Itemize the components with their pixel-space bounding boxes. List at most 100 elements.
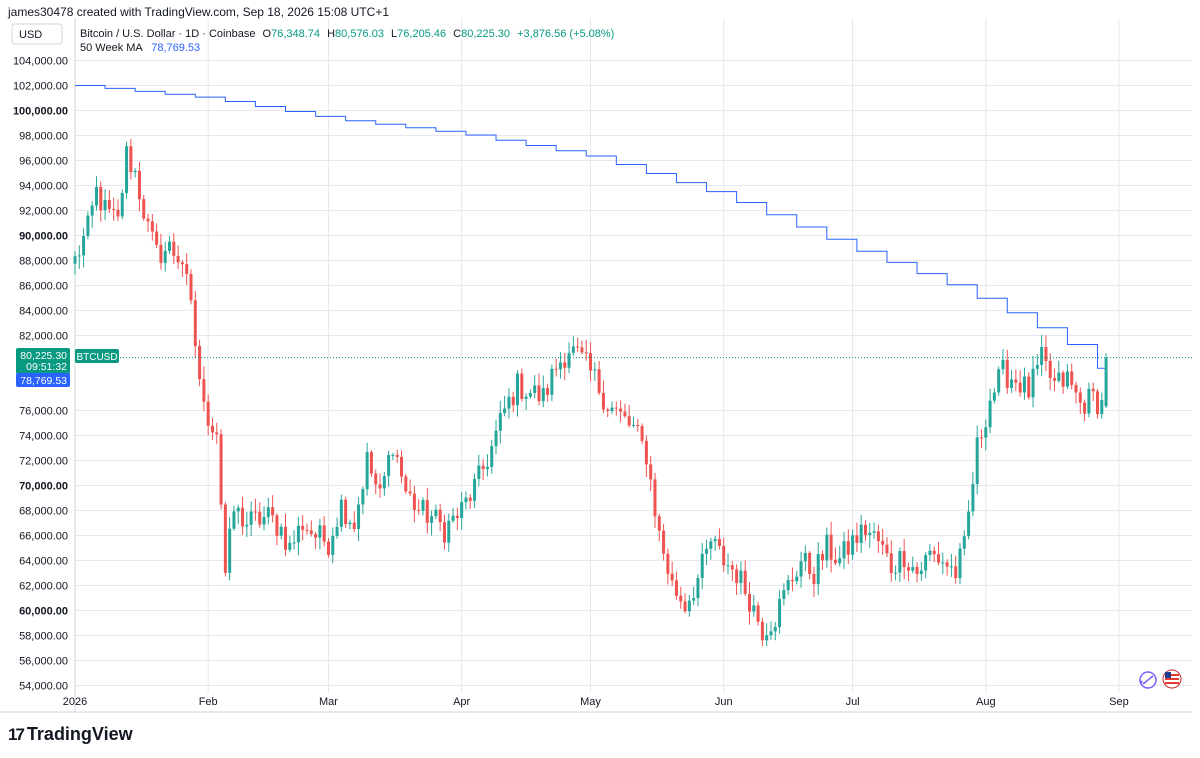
- candle-body: [1078, 392, 1082, 403]
- candle: [142, 195, 146, 221]
- candle: [77, 245, 81, 269]
- candle-body: [511, 396, 515, 406]
- candle: [937, 541, 941, 566]
- moving-average-layer: [75, 85, 1107, 376]
- candle: [876, 524, 880, 553]
- candle: [305, 523, 309, 535]
- x-tick-label: May: [580, 696, 601, 708]
- candle: [309, 520, 313, 537]
- candle: [520, 368, 524, 402]
- candle-body: [90, 205, 94, 216]
- candle: [275, 513, 279, 546]
- candle: [627, 404, 631, 428]
- candle: [584, 339, 588, 361]
- candle: [924, 552, 928, 579]
- price-badge: 80,225.30 09:51:32 BTCUSD: [16, 348, 119, 374]
- candle-body: [305, 529, 309, 531]
- candle: [653, 472, 657, 529]
- candle: [988, 388, 992, 434]
- candle: [911, 556, 915, 574]
- candle: [679, 586, 683, 609]
- candle-body: [296, 525, 300, 543]
- high-value: 80,576.03: [335, 28, 384, 40]
- candle-body: [223, 504, 227, 573]
- candle-body: [735, 569, 739, 584]
- candle-body: [438, 509, 442, 523]
- candle-body: [666, 553, 670, 574]
- candle-body: [1014, 379, 1018, 383]
- y-tick-label: 96,000.00: [19, 156, 68, 168]
- candle-body: [425, 500, 429, 523]
- candle: [348, 519, 352, 530]
- y-tick-label: 92,000.00: [19, 206, 68, 218]
- candle: [339, 494, 343, 532]
- candle: [782, 583, 786, 606]
- candle-body: [971, 484, 975, 512]
- candle: [473, 473, 477, 509]
- candle-body: [198, 346, 202, 380]
- y-tick-label: 102,000.00: [13, 81, 68, 93]
- candle: [799, 551, 803, 588]
- currency-button[interactable]: [11, 23, 63, 45]
- candle: [902, 538, 906, 580]
- candle: [619, 400, 623, 423]
- candle: [219, 429, 223, 510]
- candle-body: [232, 511, 236, 529]
- candle: [228, 517, 232, 581]
- candle: [997, 366, 1001, 396]
- candle-body: [597, 369, 601, 393]
- candle-body: [288, 542, 292, 550]
- candle-body: [975, 437, 979, 485]
- indicator-legend[interactable]: 50 Week MA 78,769.53: [80, 42, 200, 54]
- candle: [846, 529, 850, 565]
- candle: [550, 364, 554, 402]
- candle: [769, 621, 773, 640]
- replay-icon[interactable]: [1139, 671, 1157, 689]
- candle-body: [997, 369, 1001, 393]
- candle: [649, 455, 653, 492]
- candle: [528, 389, 532, 399]
- candle-body: [593, 369, 597, 371]
- tradingview-logo[interactable]: 17 TradingView: [8, 724, 133, 745]
- candle-body: [833, 559, 837, 564]
- candle-body: [86, 215, 90, 237]
- ma-line: [75, 85, 1107, 376]
- candle-body: [520, 373, 524, 399]
- y-tick-label: 98,000.00: [19, 131, 68, 143]
- candle: [378, 473, 382, 498]
- candle-body: [206, 401, 210, 426]
- candle: [468, 494, 472, 509]
- us-flag-icon[interactable]: [1162, 669, 1182, 689]
- candle: [326, 537, 330, 558]
- candle: [1018, 370, 1022, 397]
- candle-body: [266, 507, 270, 518]
- candle-body: [631, 424, 636, 426]
- candle: [765, 623, 769, 647]
- candle: [722, 537, 726, 573]
- x-axis[interactable]: 2026 Feb Mar Apr May Jun Jul Aug Sep: [63, 696, 1129, 708]
- candle: [352, 511, 356, 533]
- candle-body: [249, 511, 253, 525]
- candle: [894, 565, 898, 581]
- candle-body: [180, 262, 184, 265]
- candle: [202, 366, 206, 412]
- y-tick-label: 58,000.00: [19, 631, 68, 643]
- candle-body: [1091, 388, 1095, 392]
- candle-body: [1022, 376, 1026, 393]
- candle: [644, 435, 648, 478]
- candle-body: [528, 393, 532, 397]
- candle-body: [133, 170, 137, 173]
- candle: [829, 521, 833, 573]
- candle: [631, 416, 636, 428]
- candle-body: [258, 511, 262, 525]
- candle: [314, 531, 318, 550]
- candle-body: [1057, 372, 1061, 381]
- candle: [808, 551, 812, 580]
- candle-body: [584, 352, 588, 354]
- candle-body: [1040, 347, 1044, 365]
- candle: [198, 339, 202, 387]
- candle-body: [326, 541, 330, 555]
- y-axis[interactable]: 104,000.00 102,000.00 100,000.00 98,000.00 9…: [13, 56, 68, 693]
- candle-body: [799, 561, 803, 577]
